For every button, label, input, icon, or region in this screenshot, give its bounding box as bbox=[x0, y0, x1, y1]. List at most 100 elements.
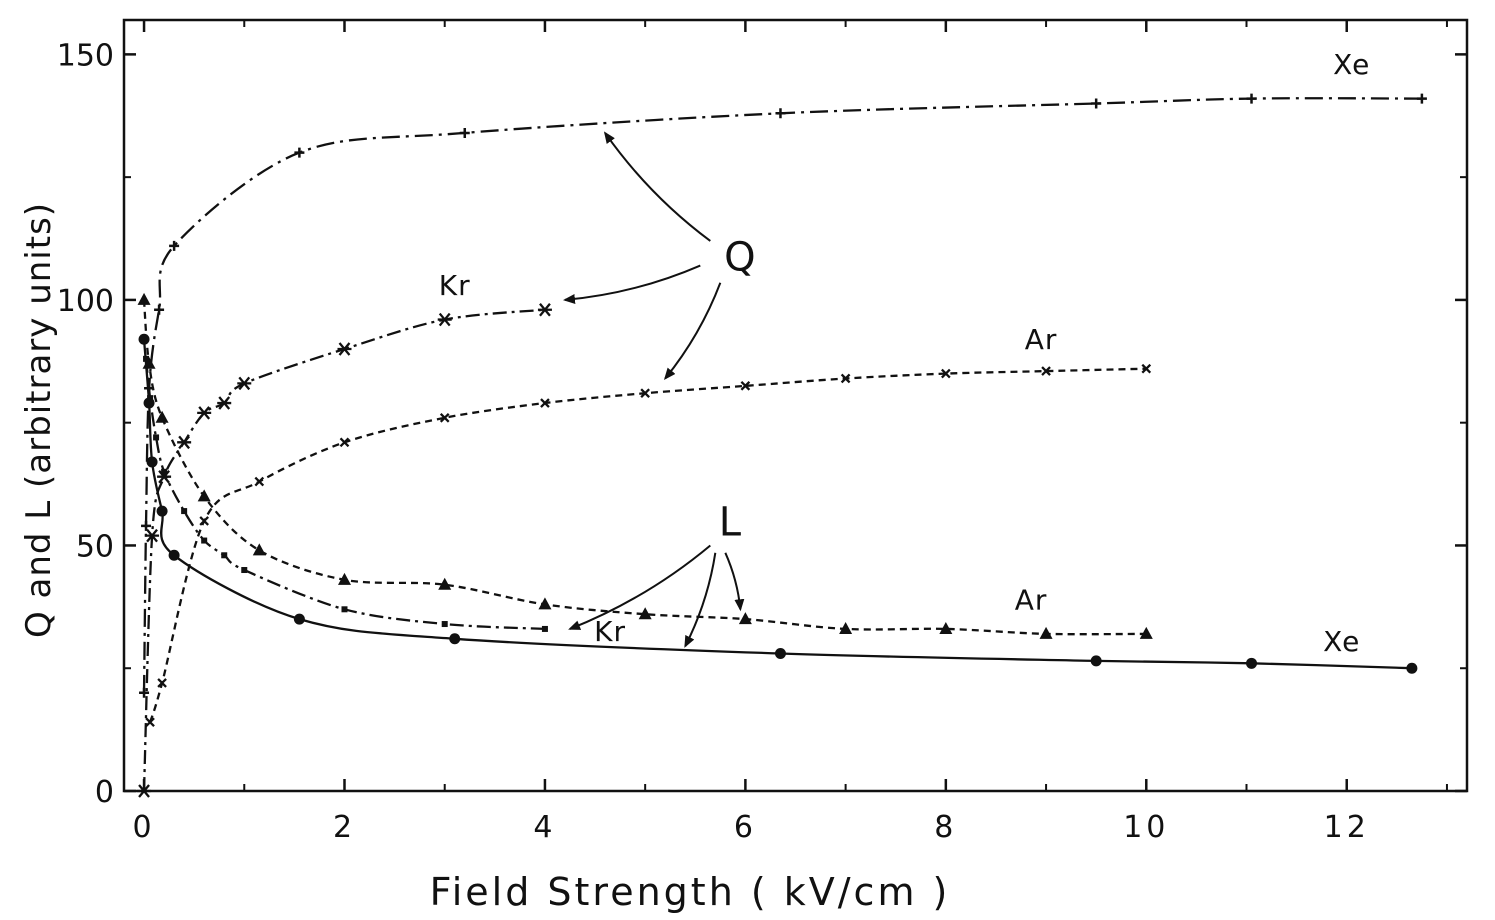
data-point-q-xe bbox=[139, 687, 150, 698]
x-tick-label: 2 bbox=[333, 810, 356, 845]
data-point-q-xe bbox=[1091, 98, 1102, 109]
data-point-q-kr bbox=[437, 312, 452, 327]
data-point-l-xe bbox=[1246, 657, 1258, 669]
data-point-l-xe bbox=[293, 613, 305, 625]
data-point-q-ar bbox=[339, 437, 350, 448]
data-point-q-ar bbox=[540, 398, 550, 408]
data-point-q-ar bbox=[941, 368, 951, 379]
data-point-l-xe bbox=[138, 333, 150, 345]
x-tick-label: 12 bbox=[1324, 810, 1370, 845]
data-point-l-xe bbox=[143, 397, 155, 409]
data-point-l-ar bbox=[438, 577, 452, 590]
data-point-q-xe bbox=[1246, 93, 1257, 104]
data-point-l-kr bbox=[143, 355, 150, 362]
data-point-q-ar bbox=[1041, 366, 1051, 376]
data-point-l-xe bbox=[146, 456, 158, 468]
x-tick-label: 8 bbox=[934, 810, 957, 845]
data-point-l-ar bbox=[1139, 626, 1153, 639]
annotation-arrows bbox=[562, 131, 745, 648]
data-point-q-xe bbox=[154, 304, 165, 315]
chart-markers bbox=[137, 93, 1427, 798]
x-tick-label: 6 bbox=[734, 810, 757, 845]
series-line-q-kr bbox=[142, 308, 546, 792]
y-tick-label: 100 bbox=[57, 284, 114, 319]
annotation-arrow bbox=[724, 552, 745, 612]
annotation-arrow bbox=[568, 544, 711, 630]
x-tick-label: 0 bbox=[132, 810, 155, 845]
y-tick-label: 0 bbox=[95, 775, 114, 810]
data-point-q-kr bbox=[237, 376, 252, 391]
data-point-l-kr bbox=[541, 625, 548, 632]
data-point-l-ar bbox=[155, 410, 169, 423]
data-point-l-ar bbox=[839, 621, 853, 634]
chart-labels: Xe Kr Ar Q L Ar Kr Xe bbox=[439, 48, 1370, 658]
annotation-arrow bbox=[562, 264, 701, 304]
data-point-l-ar bbox=[252, 543, 266, 556]
data-point-q-ar bbox=[840, 373, 851, 384]
data-point-q-ar bbox=[157, 678, 167, 688]
annotation-label: Xe bbox=[1333, 48, 1370, 81]
x-axis-label: Field Strength ( kV/cm ) bbox=[430, 870, 951, 914]
data-point-l-kr bbox=[153, 434, 160, 441]
y-tick-label: 50 bbox=[76, 529, 114, 564]
data-point-q-ar bbox=[640, 388, 650, 399]
data-point-q-xe bbox=[459, 127, 470, 138]
data-point-l-xe bbox=[1090, 655, 1102, 667]
annotation-label: Kr bbox=[594, 615, 626, 648]
y-tick-label: 150 bbox=[57, 38, 114, 73]
series-line-l-xe bbox=[142, 339, 1412, 670]
annotation-label: Kr bbox=[439, 269, 471, 302]
data-point-l-ar bbox=[142, 356, 156, 369]
data-point-q-kr bbox=[145, 528, 160, 543]
data-point-l-xe bbox=[156, 505, 168, 517]
y-axis-label: Q and L (arbitrary units) bbox=[19, 202, 59, 638]
annotation-label: Xe bbox=[1323, 625, 1360, 658]
data-point-l-xe bbox=[1406, 662, 1418, 674]
data-point-q-xe bbox=[141, 520, 152, 531]
data-point-l-ar bbox=[939, 621, 953, 634]
annotation-label: L bbox=[719, 500, 742, 546]
data-point-l-kr bbox=[441, 621, 448, 628]
data-point-l-ar bbox=[337, 572, 351, 585]
data-point-l-kr bbox=[161, 468, 168, 475]
data-point-q-ar bbox=[145, 717, 155, 728]
data-point-l-kr bbox=[221, 552, 228, 559]
annotation-label: Ar bbox=[1025, 323, 1058, 356]
data-point-l-ar bbox=[137, 292, 151, 305]
x-tick-label: 4 bbox=[533, 810, 556, 845]
data-point-q-kr bbox=[197, 406, 212, 420]
series-line-l-kr bbox=[144, 358, 545, 631]
data-point-q-xe bbox=[775, 108, 786, 119]
data-point-q-ar bbox=[254, 476, 265, 487]
annotation-label: Ar bbox=[1015, 583, 1048, 616]
data-point-l-xe bbox=[774, 647, 786, 659]
data-point-l-kr bbox=[241, 567, 248, 574]
series-line-q-ar bbox=[149, 367, 1147, 723]
data-point-q-kr bbox=[137, 784, 152, 798]
data-point-l-ar bbox=[197, 489, 211, 502]
annotation-arrow bbox=[603, 131, 711, 242]
data-point-q-ar bbox=[740, 381, 751, 391]
data-point-q-ar bbox=[1141, 363, 1152, 374]
data-point-l-kr bbox=[181, 508, 188, 515]
series-line-l-ar bbox=[142, 299, 1147, 636]
plot-frame bbox=[122, 18, 1469, 793]
annotation-arrow bbox=[684, 552, 717, 648]
data-point-q-kr bbox=[217, 396, 232, 410]
data-point-l-xe bbox=[168, 549, 180, 561]
data-point-q-xe bbox=[169, 240, 180, 251]
data-point-q-kr bbox=[537, 303, 552, 317]
data-point-l-ar bbox=[538, 597, 552, 610]
data-point-q-kr bbox=[177, 435, 192, 450]
series-line-q-xe bbox=[142, 97, 1422, 693]
data-point-q-kr bbox=[337, 342, 352, 356]
x-tick-label: 10 bbox=[1123, 810, 1169, 845]
data-point-q-xe bbox=[144, 383, 155, 394]
data-point-l-ar bbox=[1039, 626, 1053, 639]
data-point-q-xe bbox=[294, 147, 305, 158]
data-point-q-ar bbox=[199, 516, 209, 526]
annotation-arrow bbox=[663, 282, 722, 381]
data-point-q-kr bbox=[157, 469, 172, 484]
data-point-l-kr bbox=[201, 537, 208, 544]
data-point-q-ar bbox=[439, 412, 450, 423]
